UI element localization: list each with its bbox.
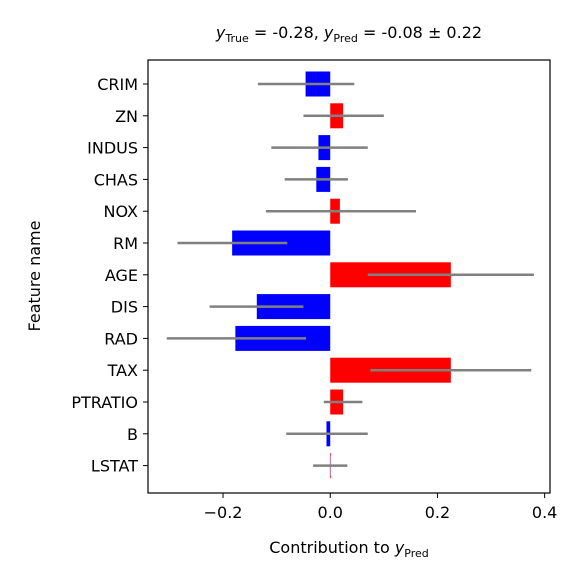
chart-title: yTrue = -0.28, yPred = -0.08 ± 0.22 <box>215 23 482 45</box>
y-tick-label-dis: DIS <box>111 298 138 317</box>
y-tick-label-b: B <box>127 425 138 444</box>
y-tick-label-lstat: LSTAT <box>91 457 138 476</box>
plot-area-frame <box>147 59 551 494</box>
x-tick-label: 0.4 <box>532 503 557 522</box>
x-tick-label: 0.2 <box>425 503 450 522</box>
x-axis: −0.2 0.0 0.2 0.4 <box>204 493 557 522</box>
y-tick-label-tax: TAX <box>107 361 138 380</box>
x-tick-label: −0.2 <box>204 503 243 522</box>
error-bars-layer <box>166 82 534 467</box>
x-axis-label: Contribution to yPred <box>269 538 429 560</box>
y-axis: CRIM ZN INDUS CHAS NOX RM AGE DIS RAD TAX PTRATIO B… <box>71 75 148 476</box>
y-tick-label-indus: INDUS <box>87 139 138 158</box>
y-tick-label-nox: NOX <box>104 202 139 221</box>
y-tick-label-rad: RAD <box>104 329 138 348</box>
y-tick-label-age: AGE <box>105 266 138 285</box>
y-tick-label-rm: RM <box>113 234 138 253</box>
y-tick-label-ptratio: PTRATIO <box>71 393 138 412</box>
y-tick-label-crim: CRIM <box>97 75 138 94</box>
x-tick-label: 0.0 <box>318 503 343 522</box>
y-tick-label-zn: ZN <box>115 107 138 126</box>
y-tick-label-chas: CHAS <box>94 170 138 189</box>
y-axis-label: Feature name <box>25 221 44 332</box>
